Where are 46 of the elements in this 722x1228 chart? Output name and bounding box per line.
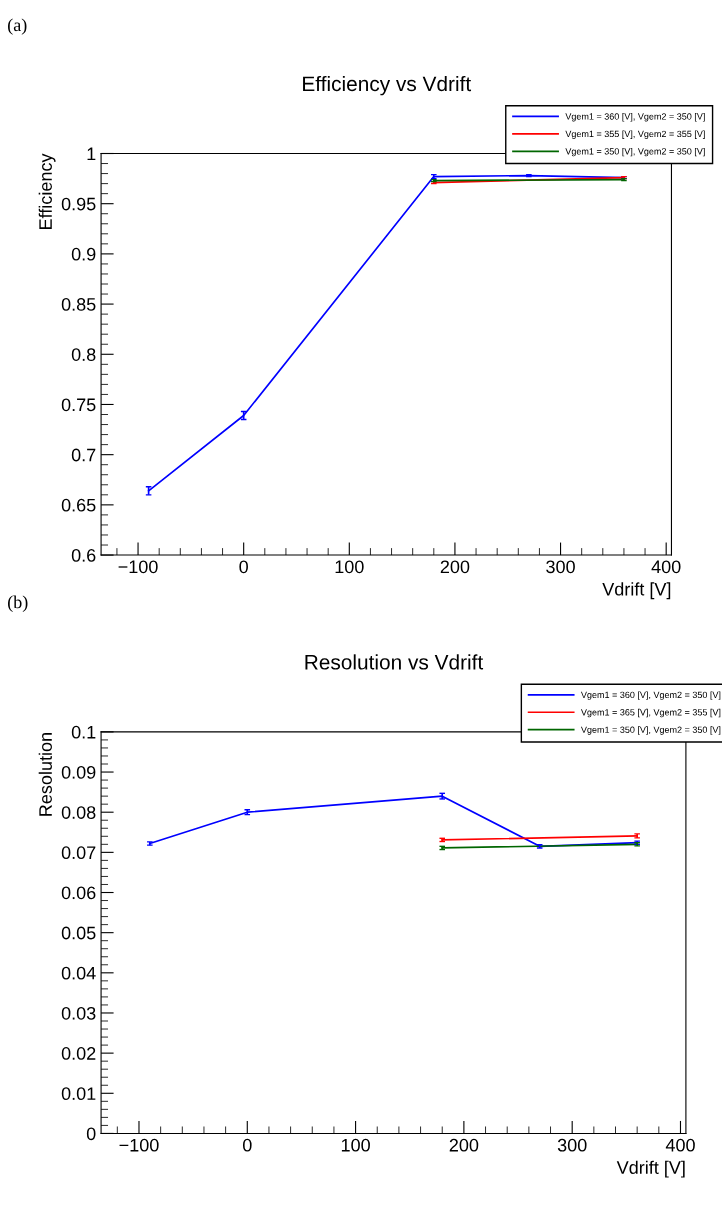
legend-label: Vgem1 = 350 [V], Vgem2 = 350 [V] bbox=[580, 726, 721, 735]
y-tick-label: 0.95 bbox=[61, 197, 96, 211]
y-tick-label: 0.85 bbox=[61, 298, 96, 311]
x-tick-label: −100 bbox=[118, 560, 158, 574]
legend-label: Vgem1 = 350 [V], Vgem2 = 350 [V] bbox=[565, 147, 705, 157]
y-tick-label: 0.01 bbox=[61, 1087, 96, 1101]
y-tick-label: 0.09 bbox=[61, 765, 96, 779]
text: (b) bbox=[8, 595, 28, 612]
legend-label: Vgem1 = 360 [V], Vgem2 = 350 [V] bbox=[580, 691, 721, 700]
legend-label: Vgem1 = 355 [V], Vgem2 = 355 [V] bbox=[565, 130, 705, 139]
x-tick-label: −100 bbox=[119, 1138, 159, 1152]
legend-label: Vgem1 = 360 [V], Vgem2 = 350 [V] bbox=[565, 113, 705, 122]
y-tick-label: 0.75 bbox=[61, 398, 96, 412]
x-tick-label: 400 bbox=[665, 1138, 695, 1152]
y-tick-label: 0.04 bbox=[61, 966, 96, 980]
x-tick-label: 300 bbox=[546, 560, 575, 574]
x-tick-label: 0 bbox=[242, 1138, 252, 1152]
x-axis-title: Vdrift [V] bbox=[602, 582, 671, 600]
y-tick-label: 0.02 bbox=[61, 1047, 96, 1060]
y-tick-label: 0.05 bbox=[61, 926, 96, 940]
x-tick-label: 400 bbox=[651, 560, 681, 574]
y-axis-title: Resolution bbox=[38, 733, 52, 816]
text: (a) bbox=[8, 18, 27, 35]
x-tick-label: 300 bbox=[557, 1138, 587, 1152]
y-tick-label: 0 bbox=[86, 1127, 96, 1141]
y-tick-label: 0.7 bbox=[71, 448, 96, 462]
y-tick-label: 0.1 bbox=[71, 725, 96, 739]
x-axis-title: Vdrift [V] bbox=[616, 1160, 685, 1178]
x-tick-label: 100 bbox=[335, 560, 364, 574]
chart-title: Resolution vs Vdrift bbox=[305, 654, 484, 670]
x-tick-label: 200 bbox=[449, 1138, 479, 1152]
y-tick-label: 0.65 bbox=[61, 498, 96, 512]
y-tick-label: 0.03 bbox=[61, 1006, 96, 1020]
y-axis-title: Efficiency bbox=[38, 153, 56, 229]
chart-title: Efficiency vs Vdrift bbox=[303, 75, 472, 96]
y-tick-label: 0.07 bbox=[61, 846, 96, 860]
y-tick-label: 0.8 bbox=[71, 348, 96, 361]
y-tick-label: 0.06 bbox=[61, 886, 96, 900]
x-tick-label: 200 bbox=[440, 560, 470, 574]
y-tick-label: 0.08 bbox=[61, 806, 96, 819]
y-tick-label: 0.9 bbox=[71, 247, 96, 261]
legend-label: Vgem1 = 365 [V], Vgem2 = 355 [V] bbox=[580, 708, 721, 718]
y-tick-label: 1 bbox=[87, 147, 96, 161]
x-tick-label: 0 bbox=[239, 560, 248, 574]
x-tick-label: 100 bbox=[341, 1138, 370, 1152]
y-tick-label: 0.6 bbox=[71, 548, 96, 562]
